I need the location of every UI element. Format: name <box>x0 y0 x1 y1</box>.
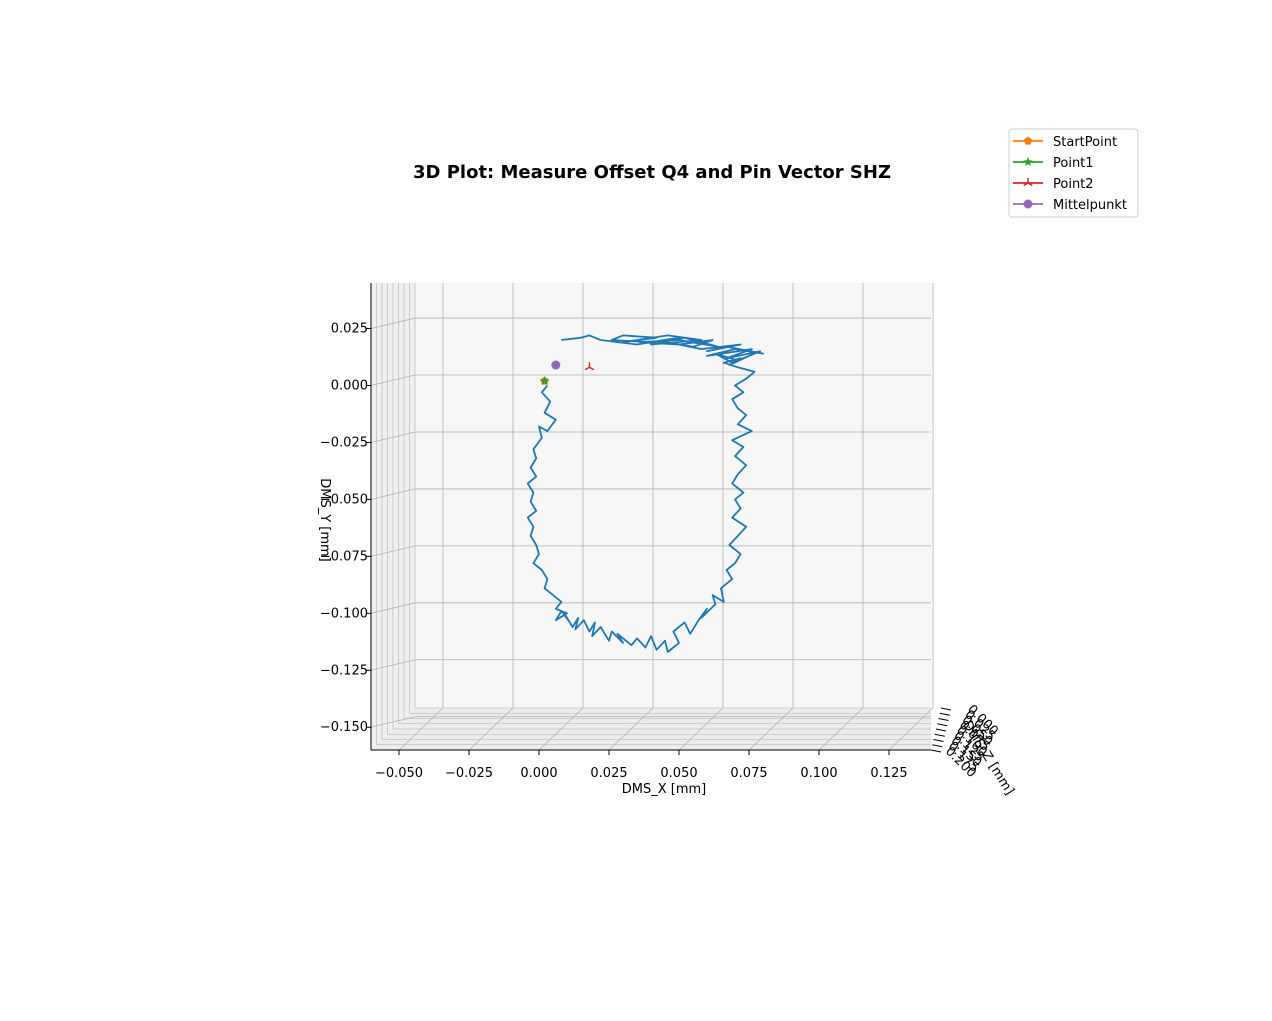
grid <box>370 283 934 751</box>
legend-marker-1 <box>1023 157 1033 166</box>
axes <box>370 283 931 751</box>
z-tick-mark-3 <box>937 723 948 727</box>
z-tick-mark-4 <box>935 728 947 732</box>
y-tick-label: 0.000 <box>331 379 368 394</box>
z-tick-mark-5 <box>934 733 945 737</box>
legend-marker-0 <box>1023 136 1033 145</box>
x-tick-label: 0.025 <box>590 766 627 781</box>
point-markers <box>539 360 595 385</box>
legend-label: Mittelpunkt <box>1053 198 1127 213</box>
legend-label: StartPoint <box>1053 135 1117 150</box>
x-axis-label: DMS_X [mm] <box>622 782 707 797</box>
legend-marker-3 <box>1023 199 1033 209</box>
z-tick-mark-1 <box>939 712 950 716</box>
trajectory-line <box>526 334 764 653</box>
back-pane <box>371 283 931 750</box>
plot-area <box>526 334 764 653</box>
legend-label: Point2 <box>1053 177 1094 192</box>
chart-title: 3D Plot: Measure Offset Q4 and Pin Vecto… <box>413 162 891 183</box>
y-tick-label: −0.050 <box>320 492 368 507</box>
z-tick-mark-8 <box>930 749 942 753</box>
legend-box <box>1008 128 1139 218</box>
y-axis-label: DMS_Y [mm] <box>317 478 332 562</box>
x-tick-label: 0.000 <box>520 766 557 781</box>
x-ticks: −0.050 −0.025 0.000 0.025 0.050 0.075 0.100 0.1… <box>375 750 908 781</box>
x-tick-label: 0.125 <box>870 766 907 781</box>
y-tick-label: −0.125 <box>320 663 368 678</box>
x-tick-label: 0.075 <box>730 766 767 781</box>
y-tick-label: −0.100 <box>320 606 368 621</box>
x-tick-label: 0.100 <box>800 766 837 781</box>
z-tick-mark-7 <box>932 744 943 748</box>
marker-mittelpunkt <box>551 360 561 370</box>
legend: StartPoint Point1 Point2 Mittelpunkt <box>1008 128 1139 218</box>
legend-marker-2 <box>1027 182 1033 187</box>
pane-back <box>415 283 931 708</box>
marker-point1 <box>539 376 550 385</box>
marker-point2 <box>589 366 595 371</box>
z-tick-mark-0 <box>940 707 952 711</box>
y-ticks: 0.025 0.000 −0.025 −0.050 −0.075 −0.100 −0.125… <box>320 322 371 735</box>
legend-label: Point1 <box>1053 156 1094 171</box>
legend-marker-2 <box>1023 182 1029 187</box>
y-tick-label: 0.025 <box>331 322 368 337</box>
x-tick-label: 0.050 <box>660 766 697 781</box>
y-tick-label: −0.075 <box>320 549 368 564</box>
y-tick-label: −0.150 <box>320 720 368 735</box>
z-tick-mark-2 <box>938 718 949 721</box>
y-tick-label: −0.025 <box>320 435 368 450</box>
x-tick-label: −0.025 <box>445 766 493 781</box>
x-tick-label: −0.050 <box>375 766 423 781</box>
marker-point2 <box>584 366 590 371</box>
z-tick-mark-6 <box>933 739 944 742</box>
